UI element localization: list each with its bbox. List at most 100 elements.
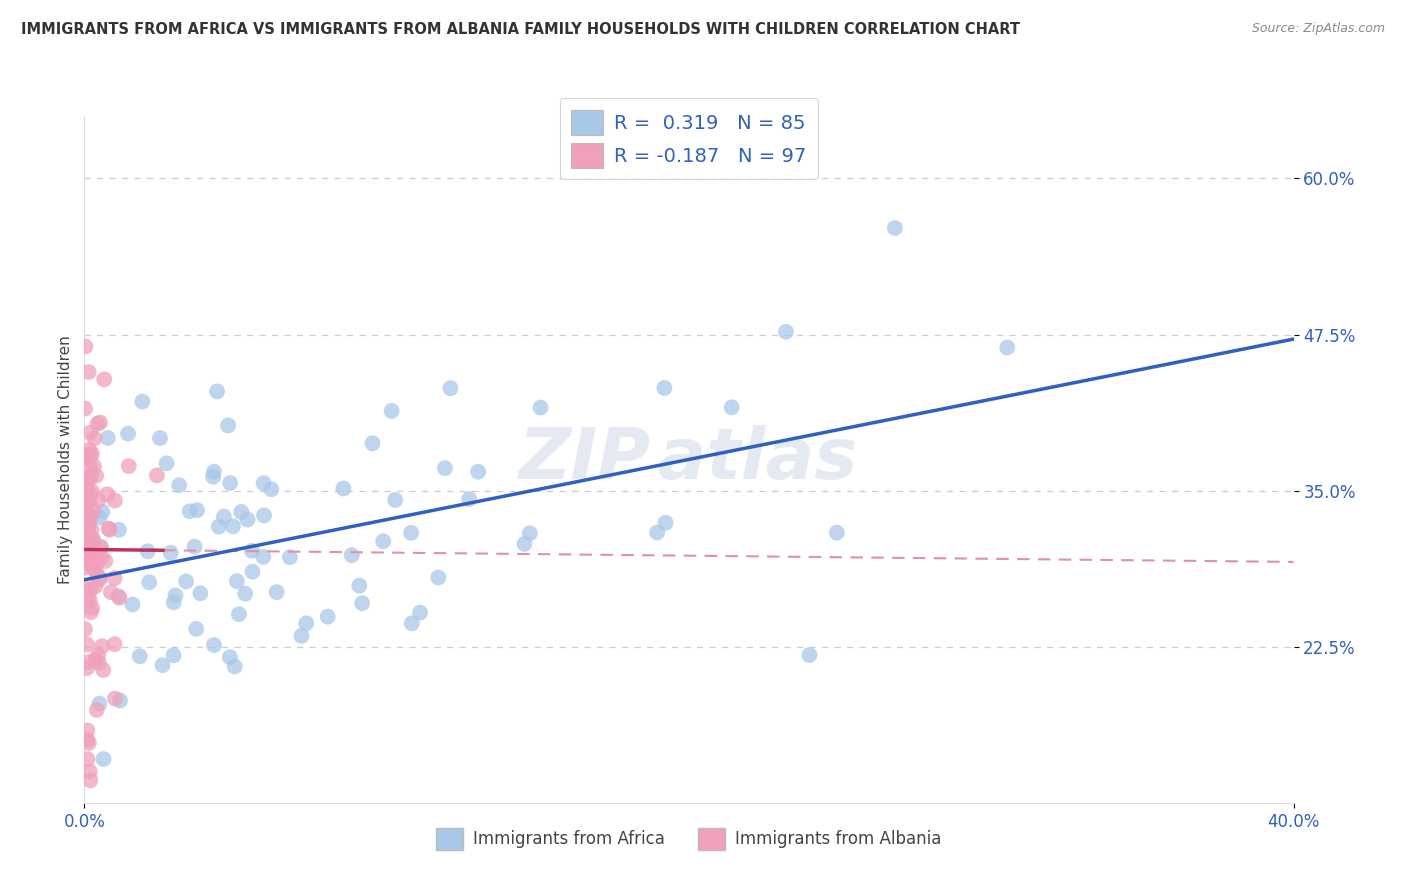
Text: Source: ZipAtlas.com: Source: ZipAtlas.com [1251,22,1385,36]
Point [82,600,104,615]
Point [75,542,97,557]
Point [103,571,125,585]
Legend: Immigrants from Africa, Immigrants from Albania: Immigrants from Africa, Immigrants from … [430,822,948,856]
Point [155,456,177,470]
Point [73,502,96,516]
Point [80,523,103,537]
Point [76,592,98,607]
Point [295,616,318,631]
Point [90,550,112,565]
Point [83,431,105,445]
Point [76,506,98,520]
Point [75,483,97,498]
Point [75,535,97,549]
Point [79,593,101,607]
Point [94,554,117,568]
Point [995,341,1018,355]
Point [87,493,110,508]
Y-axis label: Family Households with Children: Family Households with Children [58,335,73,583]
Point [82,533,104,547]
Point [222,519,245,533]
Point [79,487,101,501]
Point [75,482,97,496]
Point [79,510,101,524]
Point [384,492,406,507]
Point [75,530,97,544]
Point [228,607,250,622]
Point [79,425,101,440]
Point [91,663,114,677]
Point [217,418,239,433]
Point [73,555,96,569]
Point [77,494,100,508]
Point [163,648,186,662]
Point [76,655,98,669]
Point [332,482,354,496]
Point [381,404,404,418]
Point [75,553,97,567]
Point [340,548,363,562]
Point [80,536,103,550]
Point [654,516,676,530]
Point [76,638,98,652]
Point [75,486,97,500]
Point [87,648,110,662]
Point [104,637,127,651]
Point [146,468,169,483]
Point [231,505,253,519]
Point [409,606,432,620]
Point [84,468,107,483]
Point [89,571,111,585]
Point [240,544,263,558]
Point [361,436,384,450]
Point [89,697,111,711]
Point [89,573,111,587]
Point [186,622,208,636]
Point [208,519,231,533]
Point [233,586,256,600]
Point [252,549,274,564]
Point [202,465,225,479]
Point [188,586,211,600]
Point [82,556,104,570]
Point [75,489,97,503]
Point [76,723,98,738]
Point [219,476,242,491]
Point [77,736,100,750]
Point [202,638,225,652]
Point [167,478,190,492]
Point [253,508,276,523]
Point [80,447,103,461]
Point [77,546,100,560]
Point [529,401,551,415]
Point [79,582,101,597]
Point [720,401,742,415]
Point [775,325,797,339]
Point [79,459,101,474]
Point [98,523,121,537]
Point [290,629,312,643]
Text: IMMIGRANTS FROM AFRICA VS IMMIGRANTS FROM ALBANIA FAMILY HOUSEHOLDS WITH CHILDRE: IMMIGRANTS FROM AFRICA VS IMMIGRANTS FRO… [21,22,1021,37]
Point [104,691,127,706]
Point [218,650,240,665]
Point [799,648,821,662]
Point [159,546,181,560]
Point [86,417,108,431]
Point [138,575,160,590]
Point [80,468,103,483]
Point [89,416,111,430]
Point [76,732,98,747]
Point [225,574,247,589]
Point [179,504,201,518]
Point [84,579,107,593]
Point [82,504,104,518]
Point [79,545,101,559]
Point [90,540,112,554]
Point [73,401,96,416]
Point [458,491,481,506]
Point [96,487,118,501]
Point [427,570,450,584]
Point [352,596,374,610]
Point [91,639,114,653]
Point [79,773,101,788]
